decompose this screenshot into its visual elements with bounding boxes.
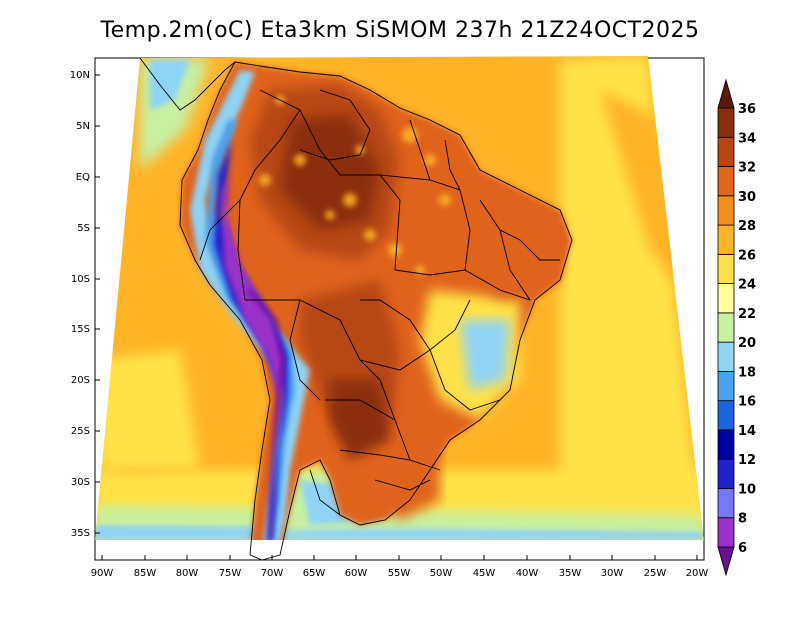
- colorbar-segment: [717, 283, 735, 314]
- lon-tick: 75W: [219, 555, 242, 579]
- lat-label: EQ: [76, 172, 90, 183]
- colorbar-segment: [717, 341, 735, 372]
- colorbar-label: 36: [738, 102, 756, 117]
- lon-label: 80W: [176, 568, 199, 579]
- lat-label: 5N: [76, 121, 90, 132]
- colorbar-segment: [717, 517, 735, 548]
- lat-label: 20S: [71, 375, 90, 386]
- lat-label: 10N: [70, 70, 90, 81]
- lon-label: 70W: [261, 568, 284, 579]
- lon-label: 30W: [601, 568, 624, 579]
- lon-label: 35W: [559, 568, 582, 579]
- lon-tick: 50W: [430, 555, 453, 579]
- colorbar-segment: [717, 195, 735, 226]
- colorbar-label: 34: [738, 131, 756, 146]
- lat-tick: 35S: [71, 528, 100, 539]
- colorbar-segment: [717, 400, 735, 431]
- lon-tick: 60W: [345, 555, 368, 579]
- lon-label: 75W: [219, 568, 242, 579]
- lat-tick: EQ: [76, 172, 100, 183]
- lon-label: 20W: [686, 568, 709, 579]
- colorbar-label: 32: [738, 161, 756, 176]
- lat-tick: 5S: [77, 223, 100, 234]
- lon-tick: 55W: [388, 555, 411, 579]
- lon-label: 40W: [516, 568, 539, 579]
- lon-label: 50W: [430, 568, 453, 579]
- lat-tick: 30S: [71, 477, 100, 488]
- lat-label: 30S: [71, 477, 90, 488]
- lon-label: 90W: [91, 568, 114, 579]
- lon-label: 85W: [134, 568, 157, 579]
- map-title: Temp.2m(oC) Eta3km SiSMOM 237h 21Z24OCT2…: [100, 18, 700, 43]
- lat-tick: 10N: [70, 70, 100, 81]
- colorbar-segment: [717, 312, 735, 343]
- lat-tick: 5N: [76, 121, 100, 132]
- lon-tick: 65W: [303, 555, 326, 579]
- lon-axis: 90W 85W 80W 75W 70W 65W 60W 55W 50W 45W …: [91, 555, 709, 579]
- lon-tick: 70W: [261, 555, 284, 579]
- colorbar-max-arrow: [717, 78, 735, 109]
- lat-label: 15S: [71, 324, 90, 335]
- lon-tick: 45W: [473, 555, 496, 579]
- colorbar-label: 12: [738, 453, 756, 468]
- colorbar-segment: [717, 224, 735, 255]
- lon-tick: 35W: [559, 555, 582, 579]
- colorbar-segment: [717, 370, 735, 402]
- lat-label: 25S: [71, 426, 90, 437]
- colorbar-segment: [717, 488, 735, 519]
- colorbar-segment: [717, 166, 735, 197]
- colorbar-label: 18: [738, 365, 756, 380]
- colorbar-label: 22: [738, 307, 756, 322]
- colorbar-label: 28: [738, 219, 756, 234]
- lon-tick: 90W: [91, 555, 114, 579]
- lon-tick: 30W: [601, 555, 624, 579]
- colorbar-label: 8: [738, 512, 747, 527]
- lat-label: 35S: [71, 528, 90, 539]
- lon-tick: 40W: [516, 555, 539, 579]
- lon-label: 55W: [388, 568, 411, 579]
- lon-label: 25W: [644, 568, 667, 579]
- colorbar-segment: [717, 458, 735, 489]
- lon-tick: 20W: [686, 555, 709, 579]
- coastlines-borders: [139, 57, 573, 561]
- lat-tick: 10S: [71, 274, 100, 285]
- colorbar: 6 8 10 12 14 16 18 20 22 24 26 28 30 32 34 36: [717, 78, 756, 577]
- colorbar-min-arrow: [717, 546, 735, 577]
- lon-label: 45W: [473, 568, 496, 579]
- lon-label: 65W: [303, 568, 326, 579]
- lat-tick: 25S: [71, 426, 100, 437]
- lat-tick: 20S: [71, 375, 100, 386]
- lon-label: 60W: [345, 568, 368, 579]
- colorbar-segment: [717, 429, 735, 460]
- lon-tick: 80W: [176, 555, 199, 579]
- colorbar-label: 24: [738, 278, 756, 293]
- colorbar-label: 20: [738, 336, 756, 351]
- colorbar-segment: [717, 107, 735, 138]
- lon-tick: 25W: [644, 555, 667, 579]
- colorbar-label: 6: [738, 541, 747, 556]
- colorbar-segment: [717, 136, 735, 167]
- colorbar-label: 30: [738, 190, 756, 205]
- colorbar-label: 14: [738, 424, 756, 439]
- colorbar-label: 26: [738, 248, 756, 263]
- lat-label: 5S: [77, 223, 90, 234]
- colorbar-segment: [717, 253, 735, 284]
- lon-tick: 85W: [134, 555, 157, 579]
- temperature-field: [95, 56, 704, 540]
- lat-label: 10S: [71, 274, 90, 285]
- lat-axis: 10N 5N EQ 5S 10S 15S 20S 25S 30S 35S: [70, 70, 100, 539]
- lat-tick: 15S: [71, 324, 100, 335]
- colorbar-label: 16: [738, 395, 756, 410]
- colorbar-label: 10: [738, 482, 756, 497]
